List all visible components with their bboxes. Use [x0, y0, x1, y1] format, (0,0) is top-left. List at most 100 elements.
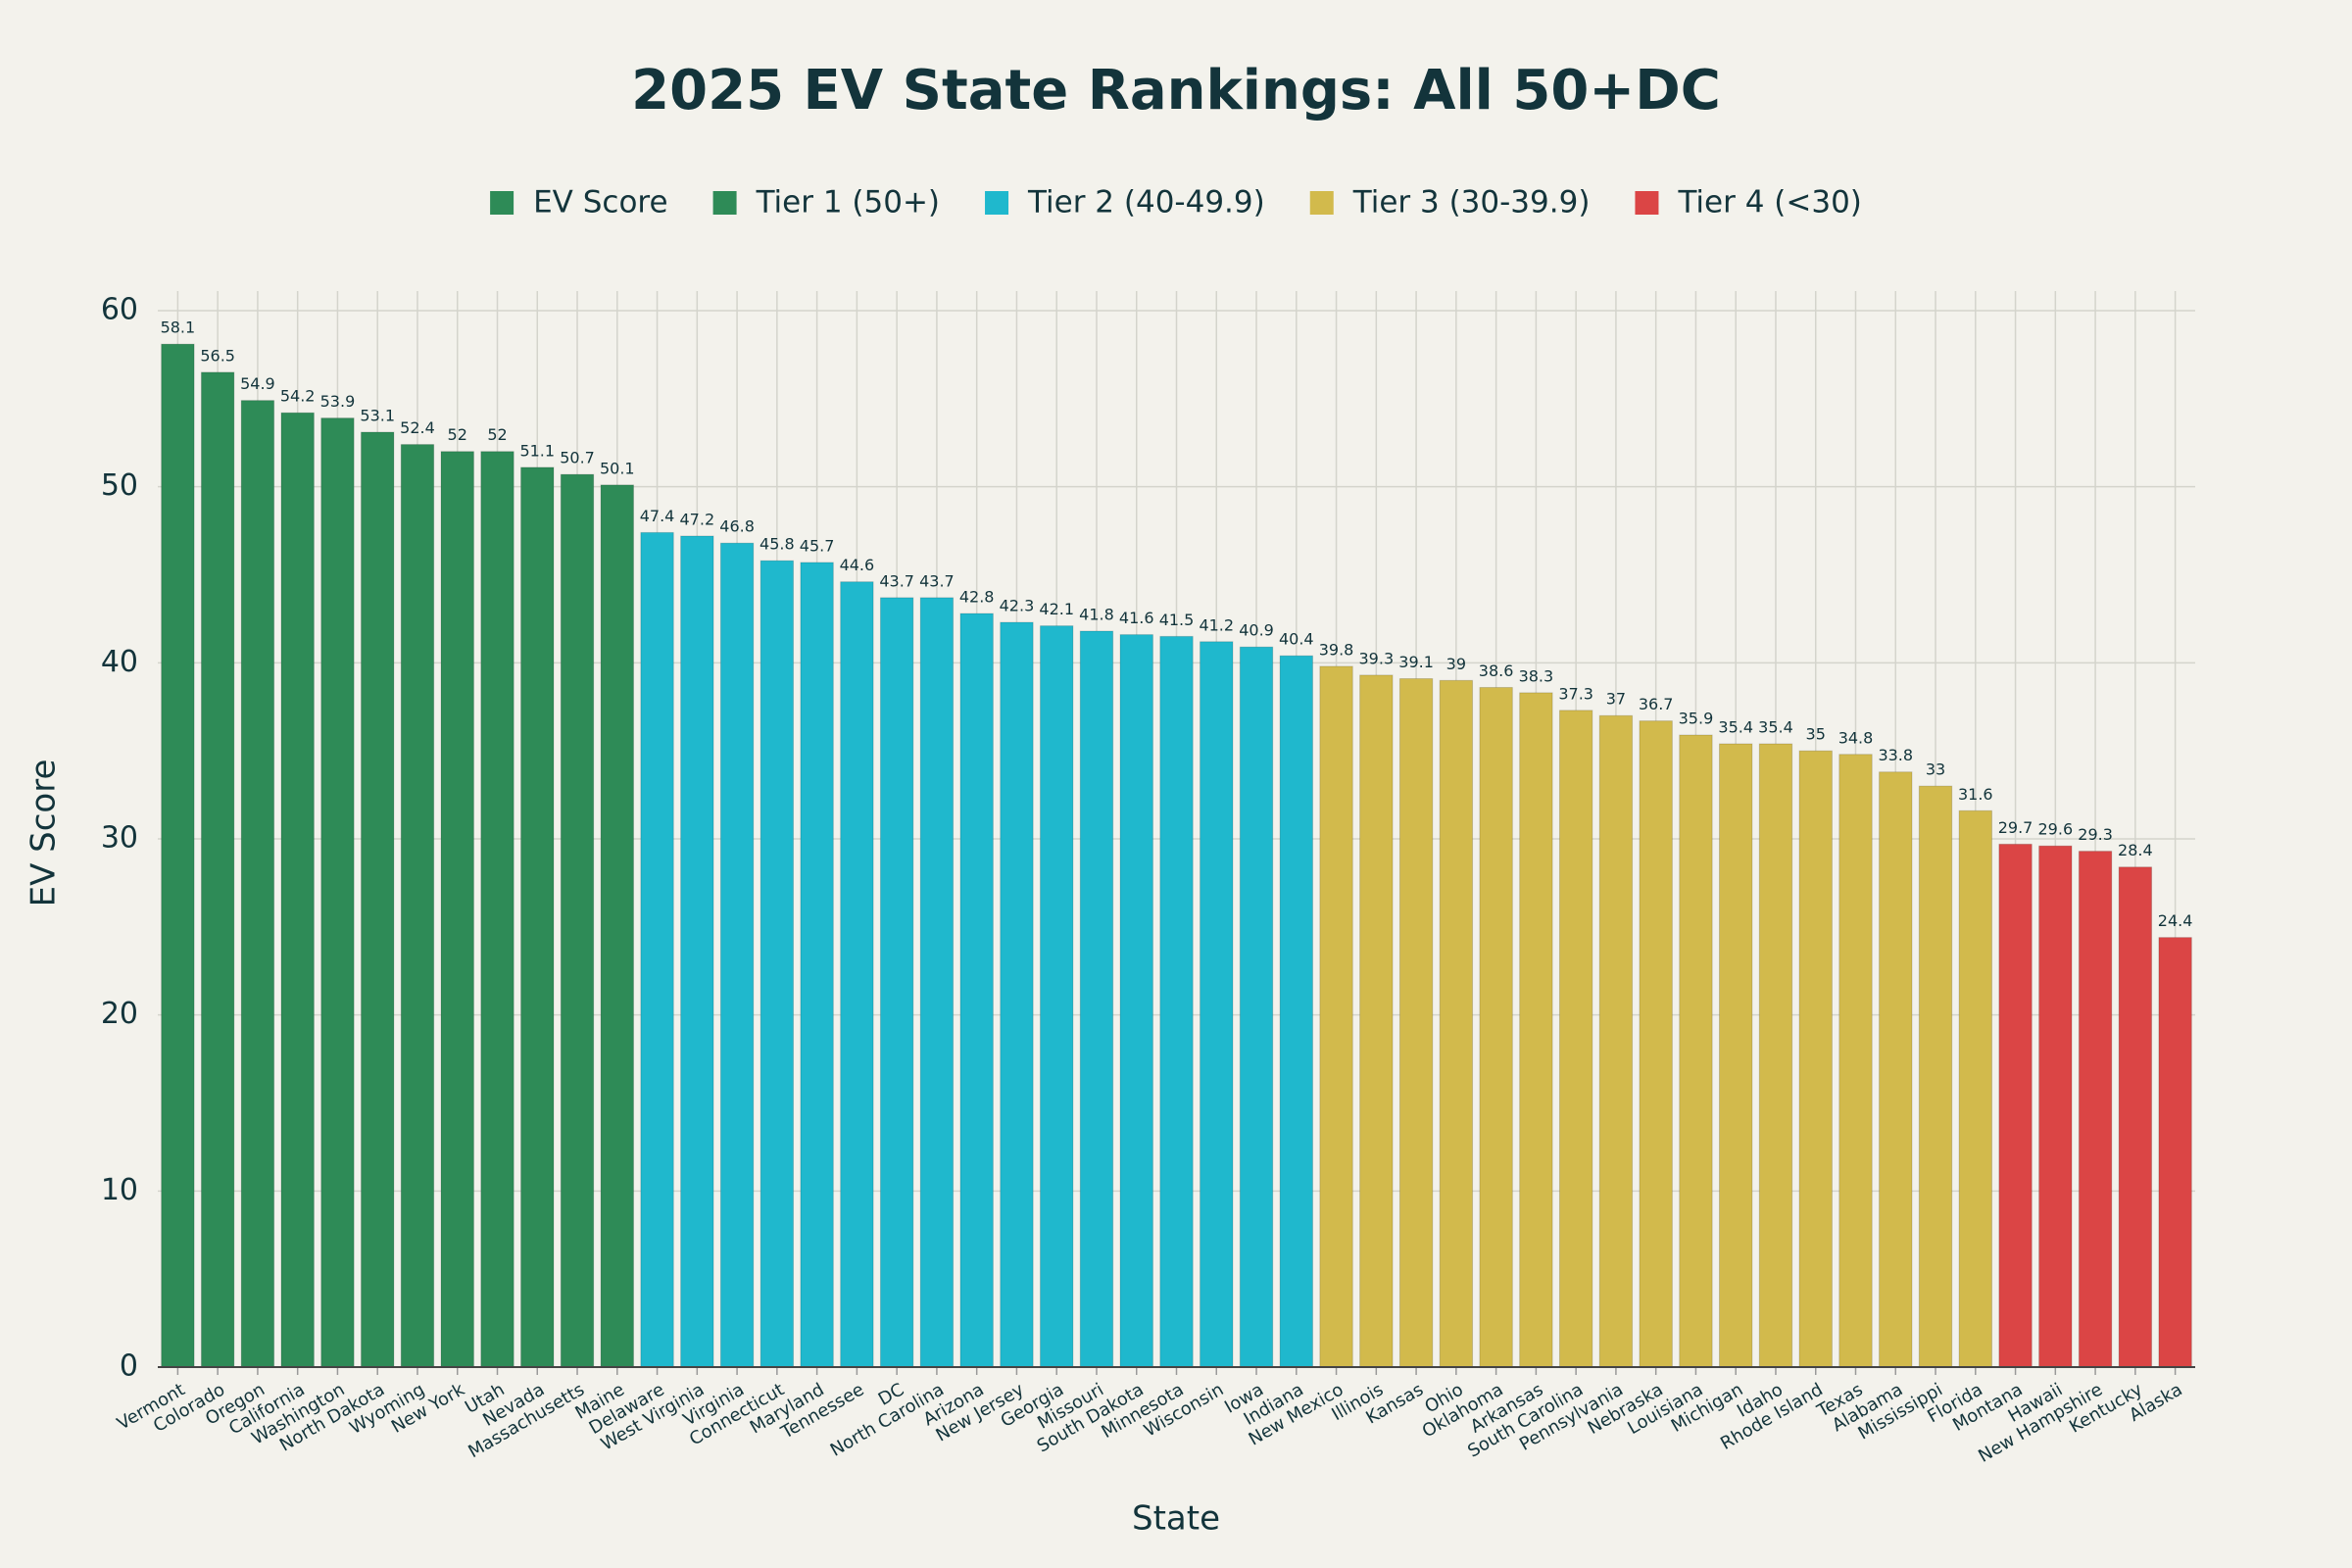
y-tick-label: 20 — [101, 997, 138, 1031]
y-tick-label: 50 — [101, 468, 138, 503]
legend-label: EV Score — [533, 185, 667, 220]
bar — [1319, 665, 1353, 1368]
bar — [959, 612, 994, 1368]
bar — [919, 597, 955, 1368]
data-label: 52 — [487, 425, 507, 444]
bar — [1039, 625, 1074, 1368]
bar — [1239, 646, 1274, 1368]
legend-swatch — [985, 191, 1009, 215]
data-label: 47.4 — [640, 507, 675, 525]
data-label: 53.1 — [360, 406, 395, 424]
data-label: 37 — [1606, 690, 1626, 709]
legend-item: Tier 3 (30-39.9) — [1309, 185, 1591, 220]
legend-label: Tier 4 (<30) — [1677, 185, 1861, 220]
y-tick-label: 40 — [101, 645, 138, 679]
bar — [1200, 641, 1234, 1368]
data-label: 41.2 — [1199, 615, 1234, 634]
data-label: 29.3 — [2078, 825, 2113, 844]
data-label: 35.4 — [1718, 717, 1753, 736]
legend-item: EV Score — [490, 185, 668, 220]
bar — [440, 451, 474, 1368]
bar — [1758, 743, 1793, 1368]
bar — [1958, 809, 1993, 1368]
data-label: 50.1 — [600, 459, 635, 477]
data-label: 45.8 — [760, 535, 795, 554]
bar — [800, 562, 834, 1368]
bar — [760, 560, 795, 1368]
bar — [2158, 937, 2192, 1368]
data-label: 42.8 — [959, 588, 995, 607]
y-axis-title: EV Score — [24, 760, 64, 907]
bar — [240, 400, 275, 1368]
legend-swatch — [1309, 191, 1334, 215]
data-label: 37.3 — [1558, 684, 1593, 703]
data-label: 47.2 — [680, 510, 715, 528]
data-label: 52.4 — [400, 418, 435, 437]
data-label: 56.5 — [200, 346, 235, 365]
bar — [1918, 785, 1953, 1368]
data-label: 44.6 — [840, 556, 875, 574]
bar — [879, 597, 914, 1368]
data-label: 50.7 — [560, 449, 595, 467]
y-tick-label: 0 — [120, 1349, 138, 1384]
legend-swatch — [1635, 191, 1659, 215]
data-label: 40.9 — [1239, 621, 1274, 640]
data-label: 35.9 — [1679, 709, 1714, 727]
data-label: 39.8 — [1319, 640, 1354, 659]
bar — [840, 581, 874, 1368]
bar — [640, 531, 674, 1368]
bar — [680, 535, 714, 1368]
data-label: 41.6 — [1119, 609, 1154, 627]
bar — [200, 371, 235, 1368]
bar — [2038, 845, 2073, 1368]
data-label: 42.1 — [1039, 600, 1074, 618]
data-label: 33 — [1926, 760, 1945, 779]
bar — [1159, 635, 1194, 1368]
data-label: 54.9 — [240, 374, 275, 393]
bar — [1558, 710, 1593, 1368]
data-label: 43.7 — [919, 571, 955, 590]
bar — [1479, 686, 1513, 1368]
y-tick-label: 30 — [101, 821, 138, 856]
data-label: 33.8 — [1878, 746, 1913, 764]
bar — [1279, 655, 1314, 1368]
legend-label: Tier 3 (30-39.9) — [1352, 185, 1591, 220]
data-label: 52 — [448, 425, 467, 444]
bar — [1519, 692, 1553, 1368]
bar — [1879, 771, 1913, 1368]
data-label: 46.8 — [719, 517, 755, 536]
bar — [1679, 734, 1713, 1368]
data-label: 54.2 — [280, 387, 316, 406]
bar — [560, 473, 595, 1368]
legend-item: Tier 1 (50+) — [712, 185, 940, 220]
data-label: 39.1 — [1398, 653, 1434, 671]
legend-item: Tier 4 (<30) — [1635, 185, 1862, 220]
data-label: 24.4 — [2158, 911, 2193, 930]
bar — [1439, 679, 1474, 1368]
bar — [1598, 714, 1634, 1368]
bar — [480, 451, 514, 1368]
bar — [1000, 621, 1034, 1368]
bar — [400, 444, 435, 1368]
bar — [1398, 678, 1434, 1368]
bar — [1998, 843, 2033, 1368]
data-label: 42.3 — [1000, 597, 1035, 615]
bar — [1119, 634, 1153, 1368]
data-label: 35.4 — [1758, 717, 1793, 736]
y-tick-label: 10 — [101, 1173, 138, 1207]
data-label: 58.1 — [161, 318, 196, 337]
legend-swatch — [712, 191, 737, 215]
legend-swatch — [490, 191, 514, 215]
data-label: 38.3 — [1519, 666, 1554, 685]
data-label: 40.4 — [1279, 630, 1314, 649]
bar — [719, 542, 755, 1368]
data-label: 51.1 — [519, 441, 555, 460]
chart-title: 2025 EV State Rankings: All 50+DC — [631, 59, 1721, 122]
data-label: 39 — [1446, 655, 1466, 673]
bar — [2078, 851, 2113, 1368]
legend-label: Tier 2 (40-49.9) — [1027, 185, 1265, 220]
x-axis-title: State — [1132, 1499, 1220, 1539]
data-label: 34.8 — [1838, 728, 1874, 747]
bar — [280, 412, 315, 1368]
data-label: 35 — [1806, 725, 1826, 744]
